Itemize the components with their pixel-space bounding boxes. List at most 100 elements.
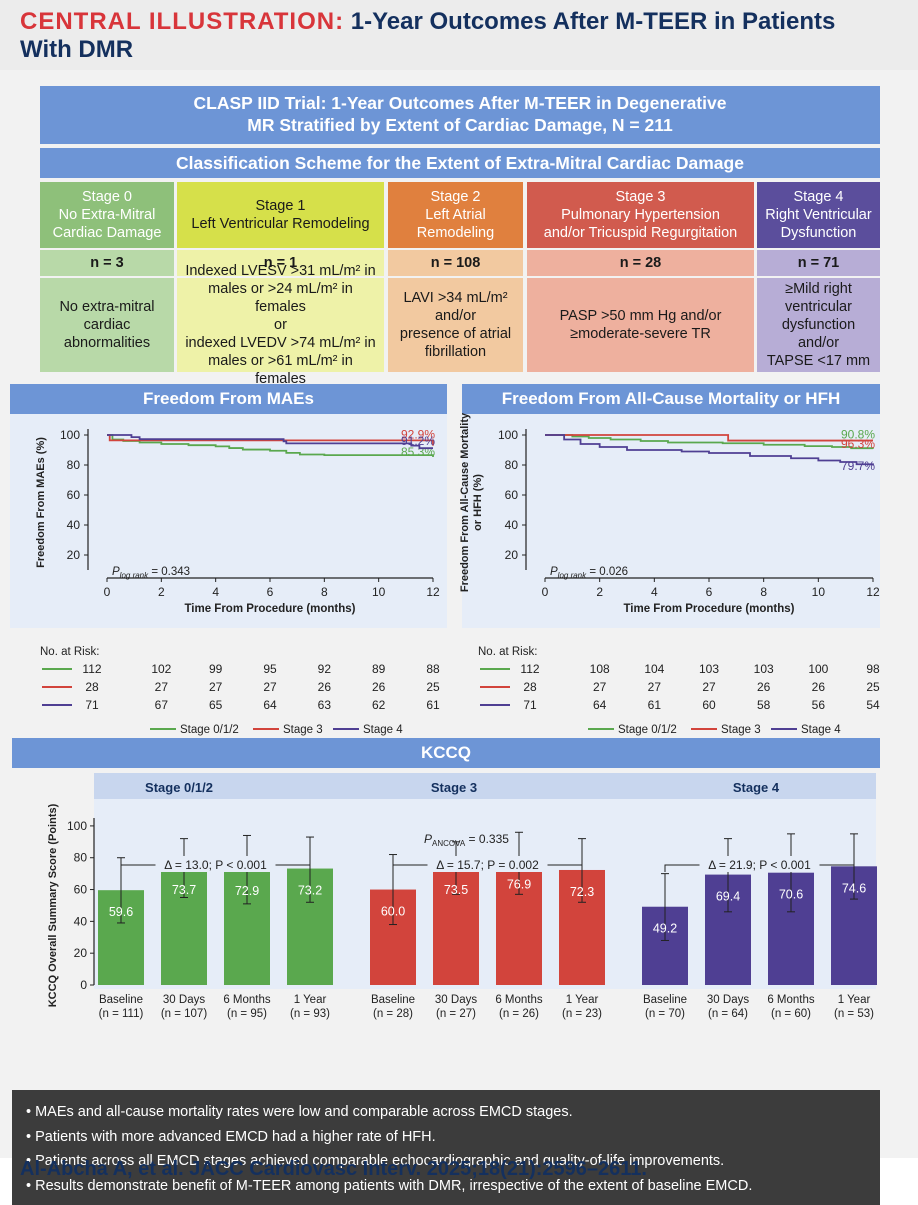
kccq-bar-value: 73.5 — [444, 883, 468, 897]
at-risk-value: 92 — [318, 662, 332, 676]
km-mae-plot-bg — [10, 414, 447, 628]
stage-3-n: n = 28 — [527, 250, 754, 276]
kccq-group-title: Stage 4 — [733, 780, 780, 795]
at-risk-value: 58 — [757, 698, 771, 712]
header-label: CENTRAL ILLUSTRATION: — [20, 8, 345, 35]
at-risk-value: 112 — [520, 662, 539, 676]
at-risk-value: 64 — [263, 698, 277, 712]
summary-point: • Patients across all EMCD stages achiev… — [26, 1153, 725, 1169]
at-risk-value: 108 — [590, 662, 610, 676]
kccq-x-label: 1 Year — [566, 994, 599, 1006]
at-risk-value: 103 — [754, 662, 774, 676]
km-y-tick-label: 100 — [60, 428, 80, 442]
km-x-axis-label: Time From Procedure (months) — [623, 603, 794, 615]
header-title: CENTRAL ILLUSTRATION: 1-Year Outcomes Af… — [20, 8, 900, 64]
at-risk-value: 62 — [372, 698, 386, 712]
stage-criteria-line: males or >24 mL/m² in females — [208, 281, 353, 315]
stage-title-line: Stage 0 — [82, 189, 132, 205]
km-x-tick-label: 4 — [212, 585, 219, 599]
kccq-bar-value: 49.2 — [653, 922, 677, 936]
at-risk-value: 61 — [426, 698, 440, 712]
kccq-y-tick-label: 20 — [74, 946, 88, 960]
kccq-bar-value: 73.7 — [172, 883, 196, 897]
stage-2-column: Stage 2 Left Atrial Remodeling n = 108 LAVI … — [388, 182, 523, 372]
at-risk-value: 25 — [426, 680, 440, 694]
kccq-x-label: 1 Year — [838, 994, 871, 1006]
km-x-tick-label: 12 — [866, 585, 880, 599]
at-risk-value: 71 — [85, 698, 99, 712]
km-y-tick-label: 20 — [67, 548, 81, 562]
km-curve-stage-3 — [545, 434, 873, 442]
kccq-x-label: 30 Days — [163, 994, 205, 1006]
kccq-x-label: Baseline — [99, 994, 143, 1006]
stage-criteria-line: dysfunction and/or — [781, 317, 856, 351]
stage-4-criteria: ≥Mild right ventricular dysfunction and/or… — [757, 278, 880, 372]
km-x-tick-label: 12 — [426, 585, 440, 599]
header-title-line2: With DMR — [20, 36, 134, 63]
legend-label: Stage 3 — [283, 724, 323, 736]
kccq-bar-value: 72.3 — [570, 885, 594, 899]
stage-criteria-line: indexed LVEDV >74 mL/m² in — [185, 335, 376, 351]
at-risk-value: 88 — [426, 662, 440, 676]
kccq-y-tick-label: 40 — [74, 914, 88, 928]
at-risk-value: 112 — [82, 662, 101, 676]
stage-title-line: Left Atrial — [425, 207, 486, 223]
kccq-x-label: Baseline — [371, 994, 415, 1006]
km-x-tick-label: 4 — [651, 585, 658, 599]
at-risk-value: 98 — [866, 662, 880, 676]
kccq-n-label: (n = 70) — [645, 1008, 685, 1020]
legend-label: Stage 0/1/2 — [180, 724, 239, 736]
km-x-tick-label: 6 — [267, 585, 274, 599]
km-curve-stage-4 — [107, 434, 433, 450]
stage-title-line: Cardiac Damage — [52, 225, 162, 241]
stage-3-title: Stage 3 Pulmonary Hypertension and/or Tric… — [527, 182, 754, 248]
stage-criteria-line: TAPSE <17 mm — [766, 353, 871, 369]
stage-criteria-line: Indexed LVESV >31 mL/m² in — [185, 263, 376, 279]
kccq-n-label: (n = 93) — [290, 1008, 330, 1020]
km-x-axis-label: Time From Procedure (months) — [184, 603, 355, 615]
km-end-label: 96.3% — [841, 437, 875, 451]
kccq-n-label: (n = 107) — [161, 1008, 208, 1020]
at-risk-value: 103 — [699, 662, 719, 676]
km-mortality-title: Freedom From All-Cause Mortality or HFH — [462, 384, 880, 414]
summary-point: • MAEs and all-cause mortality rates wer… — [26, 1104, 573, 1120]
kccq-n-label: (n = 28) — [373, 1008, 413, 1020]
kccq-group-title: Stage 0/1/2 — [145, 780, 213, 795]
kccq-n-label: (n = 23) — [562, 1008, 602, 1020]
km-x-tick-label: 0 — [542, 585, 549, 599]
kccq-delta-bg — [427, 856, 548, 872]
kccq-n-label: (n = 53) — [834, 1008, 874, 1020]
kccq-n-label: (n = 111) — [99, 1008, 144, 1020]
stage-0-criteria: No extra-mitral cardiac abnormalities — [40, 278, 174, 372]
at-risk-value: 54 — [866, 698, 880, 712]
trial-title: CLASP IID Trial: 1-Year Outcomes After M… — [40, 86, 880, 144]
km-y-tick-label: 40 — [505, 518, 519, 532]
stage-1-title: Stage 1 Left Ventricular Remodeling — [177, 182, 384, 248]
kccq-n-label: (n = 64) — [708, 1008, 748, 1020]
trial-title-line2: MR Stratified by Extent of Cardiac Damag… — [247, 115, 673, 135]
stage-title-line: Left Ventricular Remodeling — [191, 216, 370, 232]
kccq-group-title: Stage 3 — [431, 780, 477, 795]
kccq-bar-value: 69.4 — [716, 890, 740, 904]
km-y-tick-label: 80 — [505, 458, 519, 472]
classification-title: Classification Scheme for the Extent of … — [40, 148, 880, 178]
stage-title-line: Stage 1 — [255, 198, 306, 214]
stage-criteria-line: males or >61 mL/m² in females — [208, 353, 353, 387]
kccq-y-tick-label: 80 — [74, 851, 88, 865]
km-y-axis-label: Freedom From All-Cause Mortality — [459, 412, 471, 592]
stage-title-line: Stage 2 — [430, 189, 481, 205]
km-y-axis-label: Freedom From MAEs (%) — [35, 437, 47, 568]
stage-1-n: n = 1 — [177, 250, 384, 276]
kccq-bar-value: 70.6 — [779, 888, 803, 902]
km-end-label: 92.9% — [401, 427, 435, 441]
summary-point: • Results demonstrate benefit of M-TEER … — [26, 1177, 753, 1194]
kccq-bar-value: 72.9 — [235, 884, 259, 898]
legend-label: Stage 4 — [363, 724, 403, 736]
header: CENTRAL ILLUSTRATION: 1-Year Outcomes Af… — [0, 0, 918, 70]
stage-title-line: Pulmonary Hypertension — [561, 207, 720, 223]
stage-criteria-line: ≥Mild right — [785, 281, 852, 297]
km-x-tick-label: 2 — [158, 585, 165, 599]
stage-0-column: Stage 0 No Extra-Mitral Cardiac Damage n = … — [40, 182, 174, 372]
summary-point: • Patients with more advanced EMCD had a… — [26, 1128, 436, 1145]
stage-title-line: No Extra-Mitral — [58, 207, 156, 223]
